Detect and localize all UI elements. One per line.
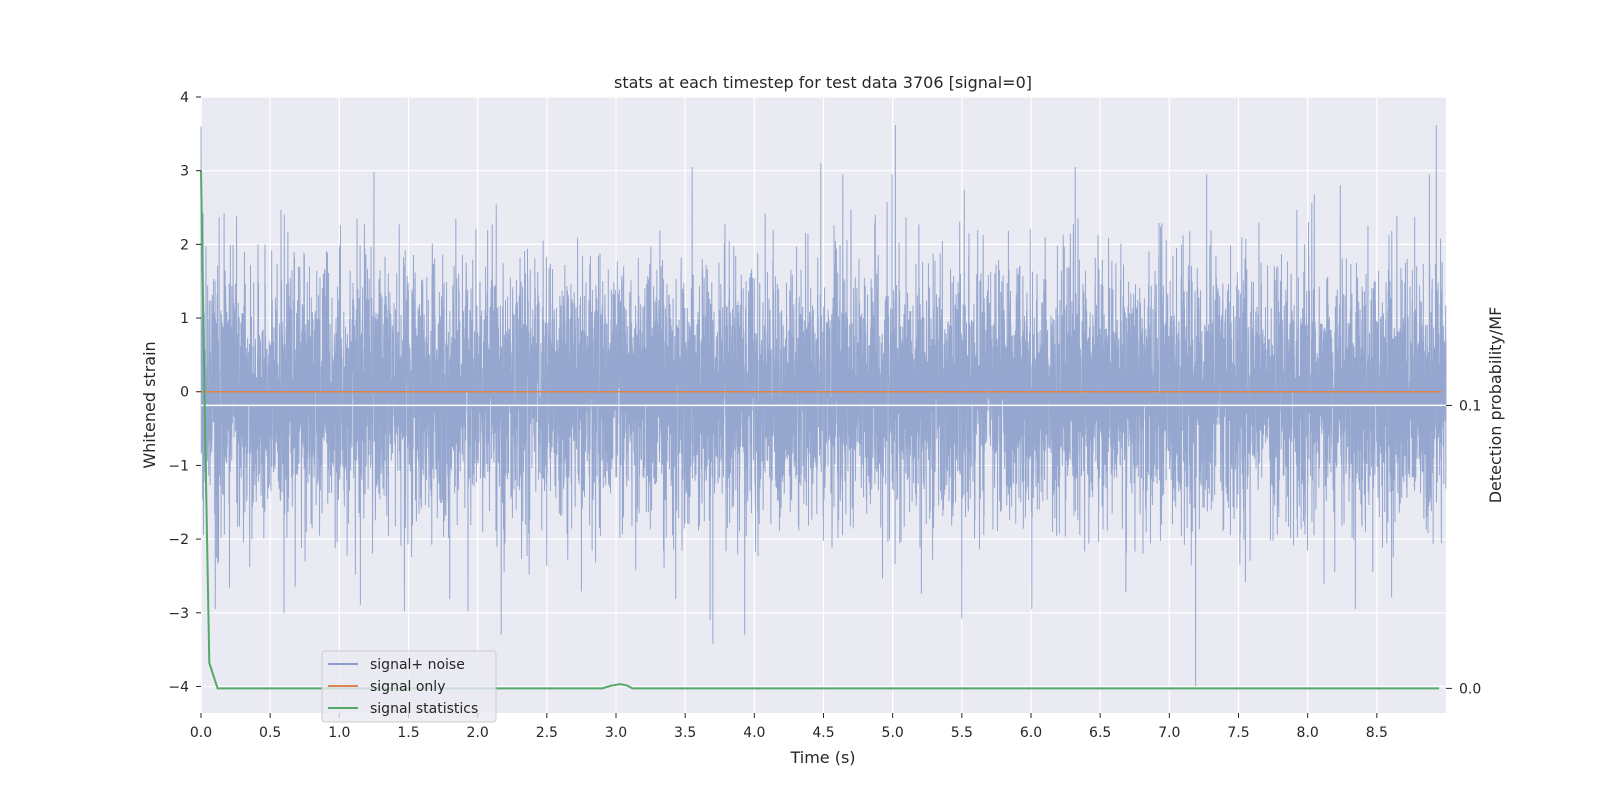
legend-label-signal-statistics: signal statistics bbox=[370, 701, 478, 717]
legend-box bbox=[321, 650, 497, 723]
y-tick-label: −3 bbox=[168, 606, 189, 622]
x-tick-label: 7.5 bbox=[1227, 725, 1249, 741]
y-axis-label: Whitened strain bbox=[140, 341, 159, 468]
y-tick-label: 3 bbox=[180, 164, 189, 180]
y-tick-label: 4 bbox=[180, 90, 189, 106]
y2-axis-label: Detection probability/MF bbox=[1486, 307, 1505, 504]
x-tick-label: 6.0 bbox=[1020, 725, 1042, 741]
y-tick-label: −4 bbox=[168, 679, 189, 695]
x-tick-label: 4.5 bbox=[812, 725, 834, 741]
x-tick-label: 4.0 bbox=[743, 725, 765, 741]
x-tick-label: 7.0 bbox=[1158, 725, 1180, 741]
series-layer bbox=[200, 124, 1447, 690]
y-tick-label: −2 bbox=[168, 532, 189, 548]
chart-title: stats at each timestep for test data 370… bbox=[614, 73, 1032, 92]
x-tick-label: 5.5 bbox=[951, 725, 973, 741]
y-tick-label: 1 bbox=[180, 311, 189, 327]
x-axis-label: Time (s) bbox=[789, 748, 855, 767]
y-tick-label: 0 bbox=[180, 385, 189, 401]
y-tick-label: 2 bbox=[180, 237, 189, 253]
x-tick-label: 6.5 bbox=[1089, 725, 1111, 741]
x-tick-label: 8.0 bbox=[1297, 725, 1319, 741]
ticks-layer: 0.0 0.5 1.0 1.5 2.0 2.5 3.0 3.5 4.0 4.5 5.0 5.5 6.0 6… bbox=[168, 90, 1481, 741]
legend: signal+ noise signal only signal statist… bbox=[321, 650, 497, 723]
x-tick-label: 3.5 bbox=[674, 725, 696, 741]
x-tick-label: 0.0 bbox=[190, 725, 212, 741]
y-tick-label: −1 bbox=[168, 458, 189, 474]
x-tick-label: 5.0 bbox=[882, 725, 904, 741]
y2-tick-label: 0.0 bbox=[1459, 681, 1481, 697]
legend-label-signal-only: signal only bbox=[370, 679, 445, 695]
x-tick-label: 2.0 bbox=[467, 725, 489, 741]
x-tick-label: 3.0 bbox=[605, 725, 627, 741]
series-signal-noise-line bbox=[200, 124, 1447, 687]
x-tick-label: 2.5 bbox=[536, 725, 558, 741]
legend-label-signal-noise: signal+ noise bbox=[370, 657, 465, 673]
x-tick-label: 1.5 bbox=[397, 725, 419, 741]
series-signal-statistics-line bbox=[200, 170, 1440, 690]
y2-tick-label: 0.1 bbox=[1459, 398, 1481, 414]
x-tick-label: 0.5 bbox=[259, 725, 281, 741]
x-tick-label: 8.5 bbox=[1366, 725, 1388, 741]
x-tick-label: 1.0 bbox=[328, 725, 350, 741]
